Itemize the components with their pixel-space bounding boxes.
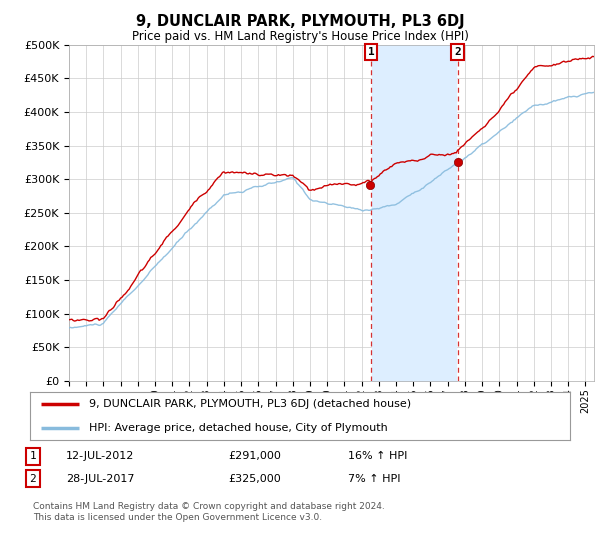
Text: 16% ↑ HPI: 16% ↑ HPI [348, 451, 407, 461]
Text: £291,000: £291,000 [228, 451, 281, 461]
Text: 1: 1 [368, 47, 374, 57]
Text: 7% ↑ HPI: 7% ↑ HPI [348, 474, 401, 484]
Text: 9, DUNCLAIR PARK, PLYMOUTH, PL3 6DJ: 9, DUNCLAIR PARK, PLYMOUTH, PL3 6DJ [136, 14, 464, 29]
Text: 12-JUL-2012: 12-JUL-2012 [66, 451, 134, 461]
Text: 28-JUL-2017: 28-JUL-2017 [66, 474, 134, 484]
Text: 2: 2 [454, 47, 461, 57]
Text: £325,000: £325,000 [228, 474, 281, 484]
Text: 1: 1 [29, 451, 37, 461]
Text: Price paid vs. HM Land Registry's House Price Index (HPI): Price paid vs. HM Land Registry's House … [131, 30, 469, 43]
Text: Contains HM Land Registry data © Crown copyright and database right 2024.
This d: Contains HM Land Registry data © Crown c… [33, 502, 385, 522]
Text: HPI: Average price, detached house, City of Plymouth: HPI: Average price, detached house, City… [89, 423, 388, 433]
Text: 2: 2 [29, 474, 37, 484]
Text: 9, DUNCLAIR PARK, PLYMOUTH, PL3 6DJ (detached house): 9, DUNCLAIR PARK, PLYMOUTH, PL3 6DJ (det… [89, 399, 412, 409]
